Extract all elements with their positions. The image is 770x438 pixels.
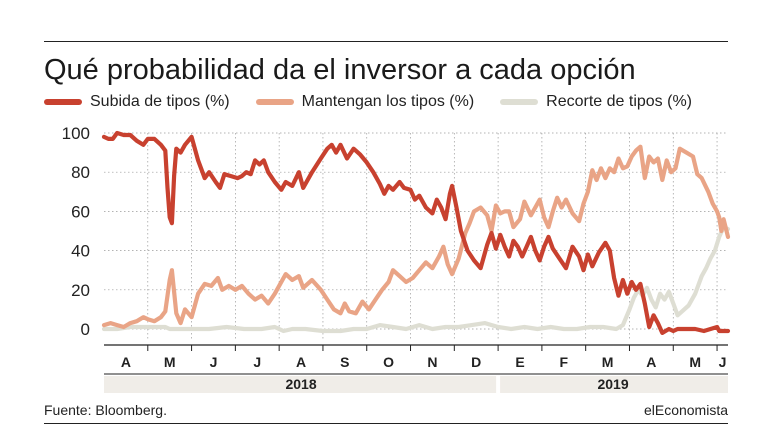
legend-label-subida: Subida de tipos (%) bbox=[90, 93, 230, 110]
source-note: Fuente: Bloomberg. bbox=[44, 402, 167, 418]
year-band bbox=[500, 376, 728, 393]
top-rule bbox=[44, 41, 728, 42]
x-tick-label: A bbox=[646, 354, 656, 370]
x-tick-label: M bbox=[602, 354, 614, 370]
legend-item-recorte: Recorte de tipos (%) bbox=[500, 93, 692, 111]
year-band bbox=[104, 376, 497, 393]
y-tick-label: 20 bbox=[71, 281, 90, 300]
series-line-subida bbox=[101, 130, 731, 335]
legend-label-recorte: Recorte de tipos (%) bbox=[546, 93, 693, 110]
legend-swatch-mantengan bbox=[255, 99, 294, 105]
x-tick-label: A bbox=[296, 354, 306, 370]
y-tick-label: 40 bbox=[71, 242, 90, 261]
x-tick-label: M bbox=[164, 354, 176, 370]
legend-label-mantengan: Mantengan los tipos (%) bbox=[301, 93, 475, 110]
x-tick-label: N bbox=[427, 354, 437, 370]
x-tick-label: M bbox=[689, 354, 701, 370]
year-label: 2018 bbox=[285, 376, 316, 392]
x-tick-label: J bbox=[253, 354, 261, 370]
legend-swatch-subida bbox=[44, 99, 82, 105]
series-line-recorte bbox=[101, 225, 731, 334]
y-tick-label: 0 bbox=[81, 320, 90, 339]
legend-item-subida: Subida de tipos (%) bbox=[44, 93, 230, 111]
legend-item-mantengan: Mantengan los tipos (%) bbox=[255, 93, 475, 111]
x-tick-label: A bbox=[121, 354, 131, 370]
legend-swatch-recorte bbox=[500, 99, 539, 105]
year-label: 2019 bbox=[597, 376, 628, 392]
legend: Subida de tipos (%) Mantengan los tipos … bbox=[44, 91, 692, 113]
x-tick-label: D bbox=[471, 354, 481, 370]
y-tick-label: 100 bbox=[62, 124, 90, 143]
y-tick-label: 80 bbox=[71, 163, 90, 182]
bottom-rule bbox=[44, 423, 728, 424]
chart-title: Qué probabilidad da el inversor a cada o… bbox=[44, 54, 636, 86]
y-tick-label: 60 bbox=[71, 202, 90, 221]
series-line-mantengan bbox=[101, 144, 731, 330]
x-tick-label: O bbox=[383, 354, 394, 370]
brand-name: elEconomista bbox=[643, 402, 728, 418]
x-tick-label: J bbox=[210, 354, 218, 370]
x-tick-label: E bbox=[515, 354, 524, 370]
x-tick-label: S bbox=[340, 354, 349, 370]
x-tick-label: F bbox=[560, 354, 569, 370]
x-tick-label: J bbox=[719, 354, 727, 370]
